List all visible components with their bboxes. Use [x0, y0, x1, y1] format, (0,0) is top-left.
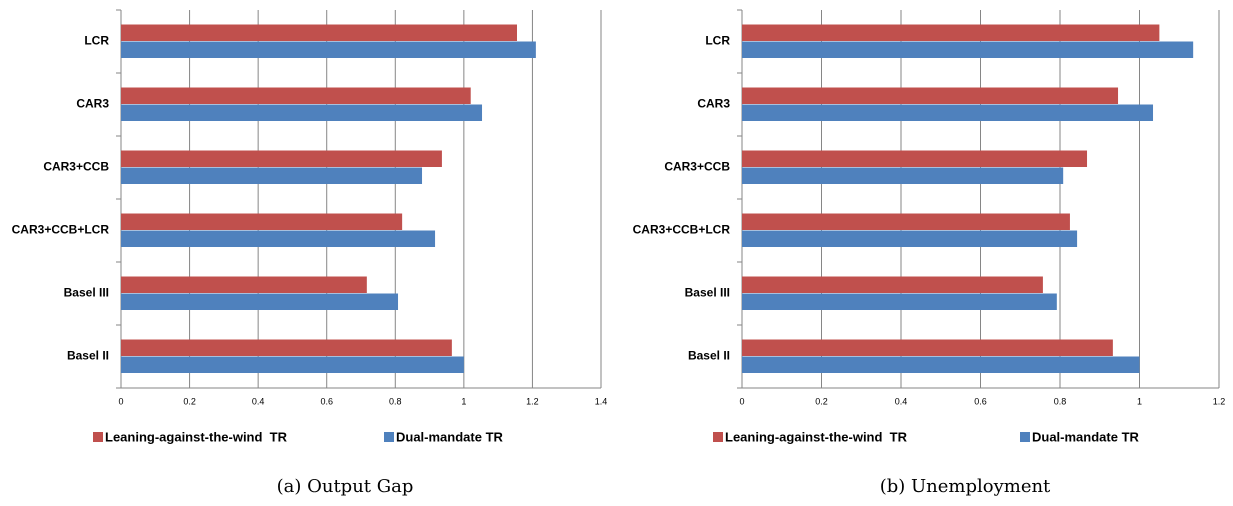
- y-tick-label: CAR3+CCB+LCR: [12, 223, 110, 237]
- x-tick-label: 0.2: [815, 396, 828, 406]
- x-tick-label: 0: [118, 396, 123, 406]
- y-tick-label: CAR3+CCB: [664, 160, 730, 174]
- caption: (b) Unemployment: [880, 476, 1051, 497]
- x-tick-label: 0.6: [974, 396, 987, 406]
- x-tick-label: 0: [739, 396, 744, 406]
- x-tick-label: 1: [1137, 396, 1142, 406]
- bar: [742, 356, 1140, 373]
- x-tick-label: 1.2: [1213, 396, 1226, 406]
- x-tick-label: 1.2: [526, 396, 539, 406]
- caption: (a) Output Gap: [277, 476, 414, 497]
- y-tick-label: CAR3+CCB: [43, 160, 109, 174]
- legend-swatch: [1020, 432, 1030, 442]
- legend-label: Leaning-against-the-wind TR: [725, 429, 908, 444]
- y-tick-label: Basel II: [67, 349, 109, 363]
- y-tick-label: CAR3: [697, 97, 730, 111]
- bar: [742, 24, 1160, 41]
- y-tick-label: Basel II: [688, 349, 730, 363]
- y-tick-label: LCR: [705, 34, 730, 48]
- bar: [121, 104, 483, 121]
- bar: [742, 213, 1070, 230]
- bar: [742, 150, 1088, 167]
- bar: [742, 41, 1194, 58]
- bar: [742, 167, 1064, 184]
- legend-label: Dual-mandate TR: [1032, 429, 1140, 444]
- bar: [121, 24, 517, 41]
- bar: [742, 87, 1119, 104]
- bar: [742, 276, 1043, 293]
- x-tick-label: 0.4: [252, 396, 265, 406]
- bar: [121, 167, 423, 184]
- legend-swatch: [93, 432, 103, 442]
- bar: [121, 339, 452, 356]
- legend-swatch: [384, 432, 394, 442]
- x-tick-label: 1: [461, 396, 466, 406]
- legend-label: Leaning-against-the-wind TR: [105, 429, 288, 444]
- y-tick-label: CAR3+CCB+LCR: [633, 223, 731, 237]
- bar: [742, 339, 1113, 356]
- bar: [121, 293, 399, 310]
- legend-swatch: [713, 432, 723, 442]
- x-tick-label: 0.6: [320, 396, 333, 406]
- y-tick-label: CAR3: [76, 97, 109, 111]
- x-tick-label: 0.8: [1054, 396, 1067, 406]
- bar: [121, 87, 471, 104]
- x-tick-label: 0.2: [183, 396, 196, 406]
- legend-label: Dual-mandate TR: [396, 429, 504, 444]
- y-tick-label: LCR: [84, 34, 109, 48]
- bar: [742, 104, 1154, 121]
- bar: [742, 230, 1078, 247]
- x-tick-label: 0.8: [389, 396, 402, 406]
- bar: [121, 213, 403, 230]
- bar: [742, 293, 1057, 310]
- bar: [121, 41, 536, 58]
- x-tick-label: 0.4: [895, 396, 908, 406]
- bar: [121, 150, 442, 167]
- bar: [121, 230, 436, 247]
- bar: [121, 356, 464, 373]
- bar: [121, 276, 367, 293]
- x-tick-label: 1.4: [595, 396, 608, 406]
- y-tick-label: Basel III: [64, 286, 109, 300]
- y-tick-label: Basel III: [685, 286, 730, 300]
